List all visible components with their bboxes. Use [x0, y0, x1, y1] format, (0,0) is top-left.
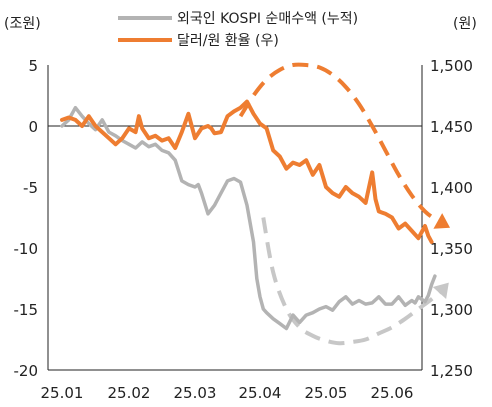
- projection-foreign-kospi-arrowhead: [432, 282, 449, 300]
- left-axis-unit: (조원): [4, 16, 41, 32]
- right-tick-label: 1,350: [430, 240, 473, 258]
- projection-usd-krw-arrowhead: [433, 213, 451, 229]
- left-tick-label: 0: [28, 118, 38, 136]
- right-tick-label: 1,300: [430, 301, 473, 319]
- legend: 외국인 KOSPI 순매수액 (누적) 달러/원 환율 (우): [118, 11, 358, 49]
- left-tick-label: -5: [23, 179, 38, 197]
- left-axis-ticks: 5 0 -5 -10 -15 -20: [14, 57, 39, 380]
- series-layer: [60, 99, 437, 331]
- left-tick-label: -20: [14, 362, 39, 380]
- x-tick-label: 25.06: [371, 384, 414, 402]
- arrow-layer: [432, 213, 451, 300]
- legend-label-foreign-kospi: 외국인 KOSPI 순매수액 (누적): [177, 11, 358, 27]
- projection-foreign-kospi-dashed: [261, 217, 447, 346]
- legend-label-usd-krw: 달러/원 환율 (우): [177, 33, 279, 49]
- right-tick-label: 1,250: [430, 362, 473, 380]
- right-tick-label: 1,500: [430, 57, 473, 75]
- projection-layer: [238, 62, 447, 346]
- x-tick-label: 25.05: [305, 384, 348, 402]
- right-axis-unit: (원): [453, 16, 477, 32]
- x-axis-ticks: 25.01 25.02 25.03 25.04 25.05 25.06: [41, 384, 414, 402]
- left-tick-label: 5: [28, 57, 38, 75]
- right-tick-label: 1,400: [430, 179, 473, 197]
- right-tick-label: 1,450: [430, 118, 473, 136]
- right-axis-ticks: 1,500 1,450 1,400 1,350 1,300 1,250: [430, 57, 473, 380]
- left-tick-label: -10: [14, 240, 39, 258]
- x-tick-label: 25.01: [41, 384, 84, 402]
- series-line-usd-krw: [60, 99, 434, 244]
- x-tick-label: 25.02: [108, 384, 151, 402]
- x-tick-label: 25.03: [174, 384, 217, 402]
- projection-usd-krw-dashed: [238, 62, 446, 227]
- left-tick-label: -15: [14, 301, 39, 319]
- series-line-foreign-kospi: [60, 105, 437, 331]
- x-tick-label: 25.04: [239, 384, 282, 402]
